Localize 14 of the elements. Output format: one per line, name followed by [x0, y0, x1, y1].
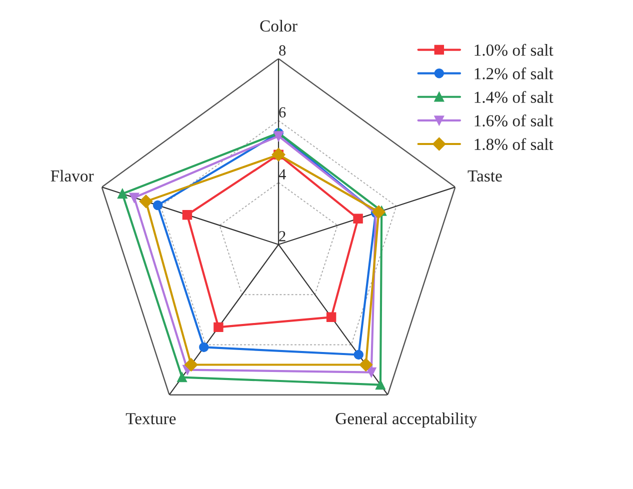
y-tick-label: 8 [279, 45, 286, 56]
spoke-label: Texture [126, 413, 176, 424]
spoke-label: General acceptability [336, 412, 478, 428]
spoke-label: Flavor [50, 170, 94, 182]
legend-label: 1.8% of salt [474, 138, 554, 150]
spoke-label: Taste [468, 170, 502, 182]
legend-label: 1.0% of salt [474, 44, 554, 56]
spoke-label: Color [260, 20, 298, 32]
legend-label: 1.4% of salt [474, 90, 554, 103]
y-tick-label: 2 [279, 231, 286, 242]
y-tick-label: 4 [278, 169, 286, 180]
legend-label: 1.2% of salt [474, 67, 554, 80]
legend-label: 1.6% of salt [474, 114, 554, 126]
y-tick-label: 6 [279, 107, 286, 118]
